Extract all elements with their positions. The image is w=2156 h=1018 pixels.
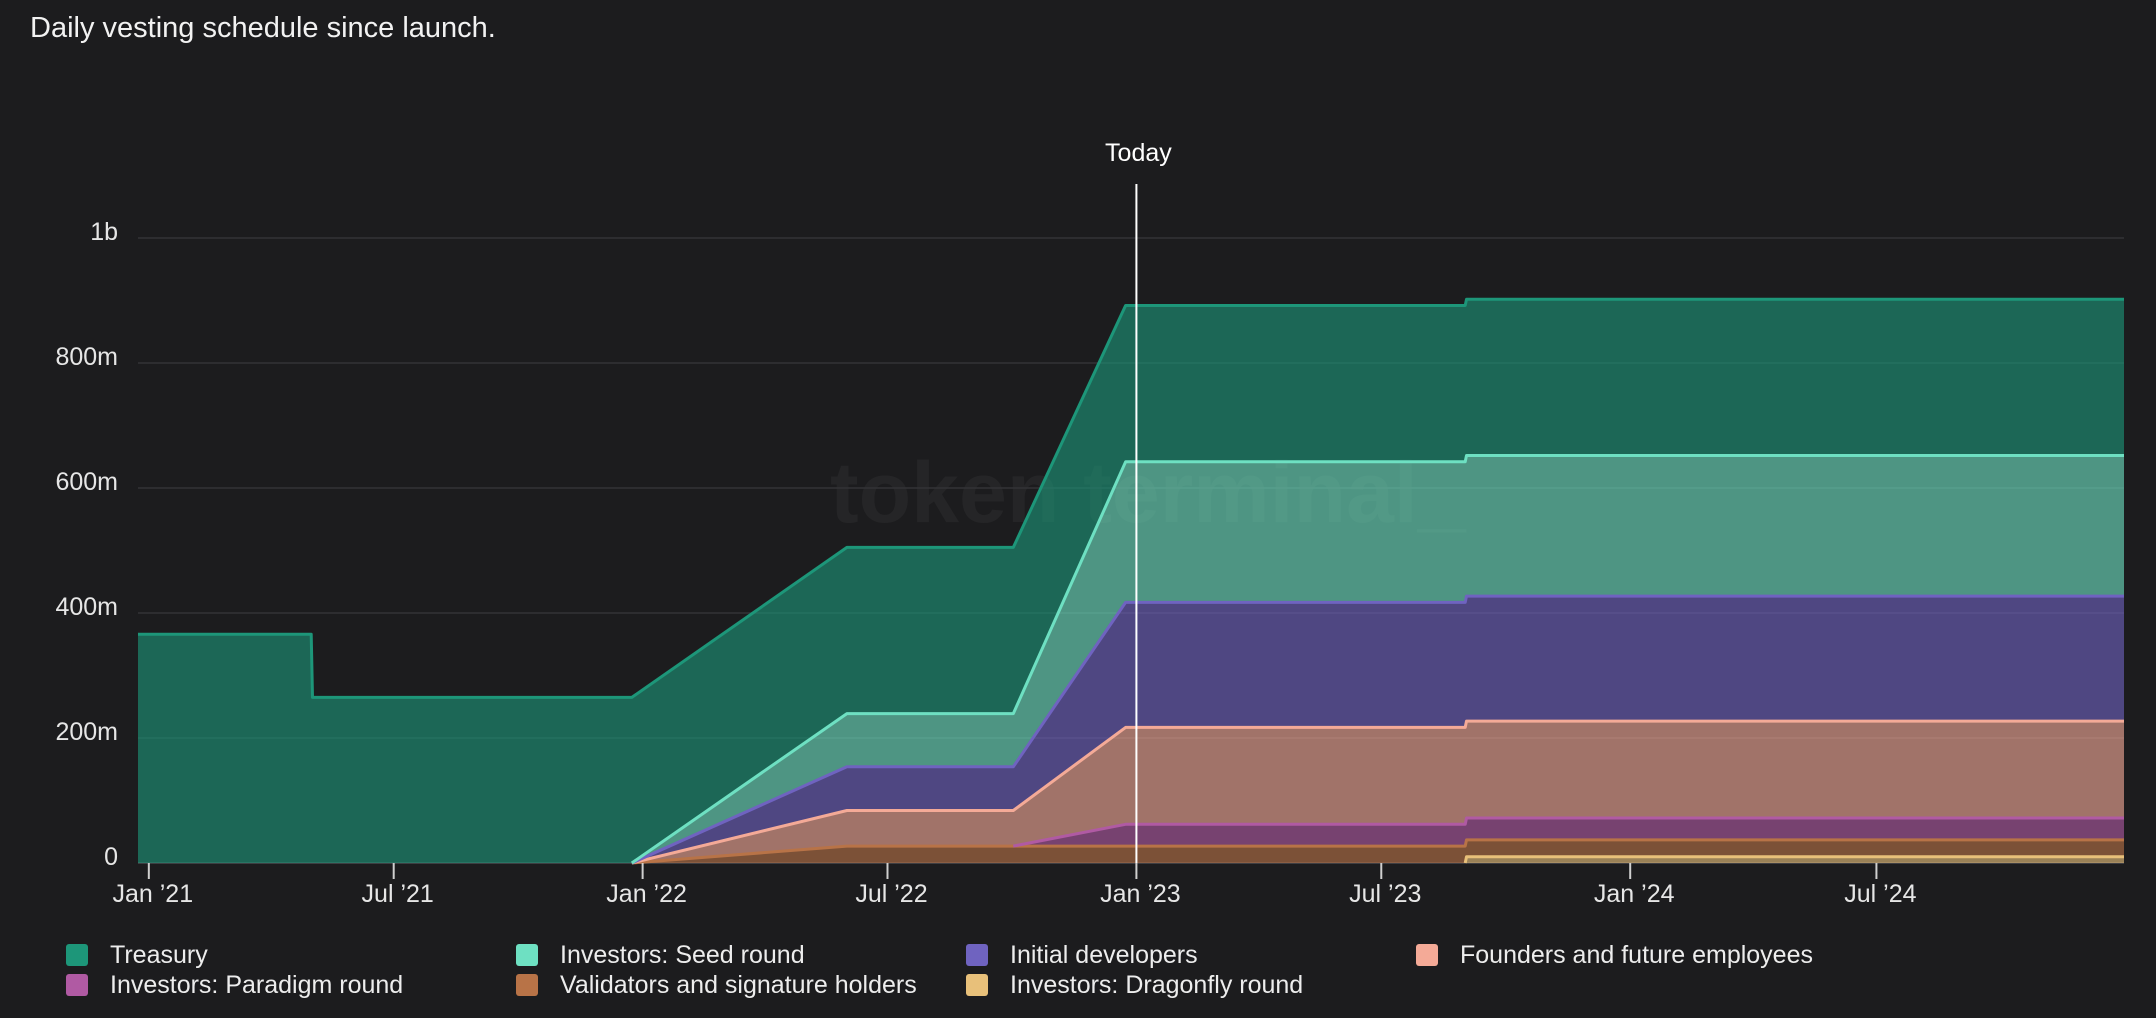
legend-label: Investors: Dragonfly round: [1010, 971, 1303, 1000]
chart-legend: Treasury Investors: Seed round Initial dev…: [66, 943, 2116, 997]
vesting-area-chart: token terminal_ Today 0200m400m600m800m1…: [0, 0, 2156, 930]
x-tick-label: Jul ’22: [855, 880, 927, 908]
legend-swatch: [966, 974, 988, 996]
x-tick-label: Jul ’23: [1349, 880, 1421, 908]
y-tick-label: 400m: [55, 593, 118, 621]
legend-swatch: [66, 974, 88, 996]
x-tick-label: Jan ’23: [1100, 880, 1181, 908]
legend-swatch: [1416, 944, 1438, 966]
y-tick-label: 1b: [90, 218, 118, 246]
legend-label: Initial developers: [1010, 941, 1198, 970]
x-tick-label: Jul ’21: [362, 880, 434, 908]
y-tick-label: 200m: [55, 718, 118, 746]
y-tick-label: 600m: [55, 468, 118, 496]
legend-item-validators-and-signature-holders[interactable]: Validators and signature holders: [516, 973, 966, 997]
legend-swatch: [966, 944, 988, 966]
legend-item-initial-developers[interactable]: Initial developers: [966, 943, 1416, 967]
legend-label: Treasury: [110, 941, 208, 970]
legend-label: Investors: Paradigm round: [110, 971, 403, 1000]
y-tick-label: 800m: [55, 343, 118, 371]
legend-item-founders-and-future-employees[interactable]: Founders and future employees: [1416, 943, 1866, 967]
x-tick-label: Jul ’24: [1844, 880, 1916, 908]
legend-item-investors-seed-round[interactable]: Investors: Seed round: [516, 943, 966, 967]
x-tick-label: Jan ’22: [606, 880, 687, 908]
legend-label: Founders and future employees: [1460, 941, 1813, 970]
legend-label: Validators and signature holders: [560, 971, 917, 1000]
legend-item-treasury[interactable]: Treasury: [66, 943, 516, 967]
legend-label: Investors: Seed round: [560, 941, 805, 970]
legend-swatch: [516, 974, 538, 996]
today-label: Today: [1105, 139, 1172, 167]
y-tick-label: 0: [104, 843, 118, 871]
x-tick-label: Jan ’24: [1594, 880, 1675, 908]
legend-item-investors-paradigm-round[interactable]: Investors: Paradigm round: [66, 973, 516, 997]
legend-item-investors-dragonfly-round[interactable]: Investors: Dragonfly round: [966, 973, 1416, 997]
legend-swatch: [516, 944, 538, 966]
x-tick-label: Jan ’21: [113, 880, 194, 908]
legend-swatch: [66, 944, 88, 966]
